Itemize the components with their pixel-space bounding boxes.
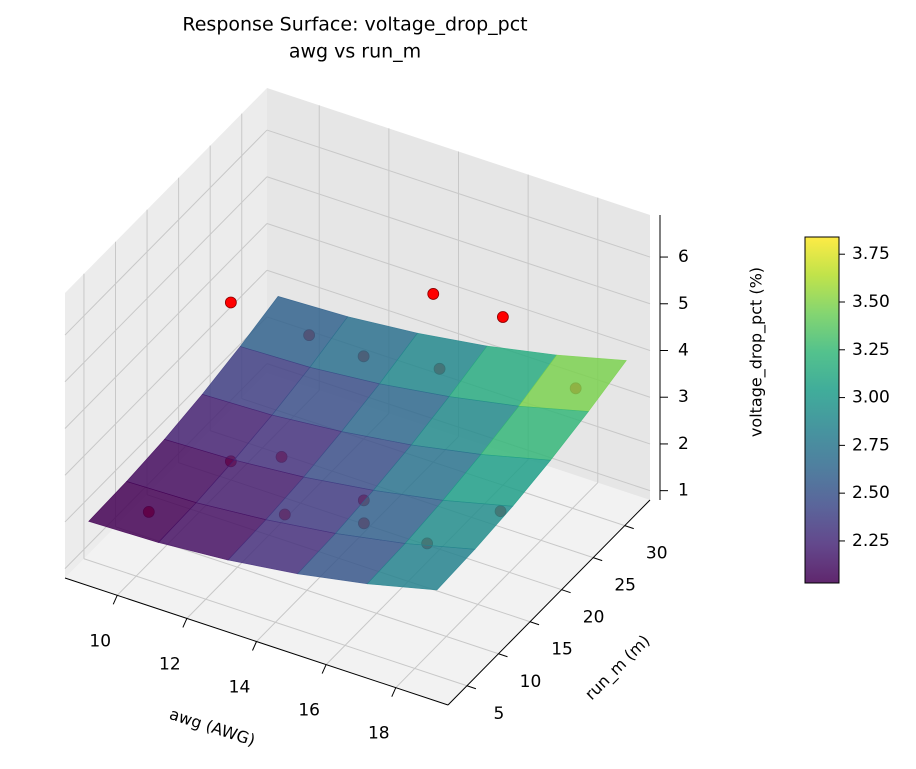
- scatter-point: [427, 288, 440, 300]
- colorbar-tick-label: 2.50: [852, 483, 890, 503]
- x-tick: [252, 641, 257, 651]
- grid-line: [266, 129, 651, 258]
- grid-line: [64, 176, 268, 383]
- y-tick-label: 30: [646, 544, 668, 564]
- grid-line: [64, 129, 268, 336]
- scatter-point: [224, 296, 237, 309]
- z-tick-label: 1: [678, 481, 689, 501]
- x-tick-label: 10: [89, 631, 111, 651]
- y-tick-label: 5: [494, 704, 505, 724]
- grid-line: [83, 558, 468, 687]
- x-axis-label: awg (AWG): [167, 704, 257, 750]
- y-tick: [561, 589, 571, 594]
- colorbar-tick-label: 2.25: [852, 531, 890, 551]
- colorbar-tick-label: 3.50: [852, 292, 890, 312]
- grid-line: [266, 176, 651, 305]
- y-axis: [447, 499, 651, 706]
- y-tick-label: 10: [520, 672, 542, 692]
- colorbar-tick-label: 3.00: [852, 388, 890, 408]
- grid-line: [266, 223, 651, 351]
- colorbar-tick-label: 3.75: [852, 244, 890, 264]
- scatter-point: [496, 311, 509, 323]
- y-tick-label: 25: [614, 576, 636, 596]
- grid-line: [64, 223, 268, 429]
- x-tick: [112, 595, 118, 605]
- surface-patch: [366, 543, 476, 591]
- y-tick: [624, 525, 634, 530]
- grid-line: [64, 316, 268, 523]
- y-axis-label: run_m (m): [581, 631, 654, 704]
- y-tick-label: 15: [551, 640, 573, 660]
- x-tick-label: 12: [159, 654, 181, 674]
- z-tick-label: 4: [678, 340, 689, 360]
- y-tick-label: 20: [583, 608, 605, 628]
- y-tick: [498, 653, 508, 658]
- y-tick: [593, 557, 603, 562]
- y-tick: [466, 685, 477, 690]
- x-tick-label: 16: [298, 701, 320, 721]
- x-tick: [391, 687, 397, 697]
- x-tick: [321, 664, 327, 674]
- chart-subtitle: awg vs run_m: [289, 41, 421, 63]
- z-tick-label: 3: [678, 387, 689, 407]
- chart-title: Response Surface: voltage_drop_pct: [182, 14, 527, 36]
- z-tick-label: 6: [678, 247, 689, 267]
- z-tick-label: 2: [678, 434, 689, 454]
- y-tick: [529, 621, 540, 626]
- z-axis-label: voltage_drop_pct (%): [747, 267, 767, 437]
- x-tick-label: 18: [368, 724, 390, 744]
- x-tick: [182, 618, 188, 628]
- x-axis: [64, 577, 449, 706]
- x-tick-label: 14: [229, 678, 251, 698]
- colorbar: [804, 236, 840, 584]
- grid-line: [395, 482, 599, 689]
- colorbar-tick-label: 2.75: [852, 435, 890, 455]
- z-tick-label: 5: [678, 294, 689, 314]
- colorbar-tick-label: 3.25: [852, 340, 890, 360]
